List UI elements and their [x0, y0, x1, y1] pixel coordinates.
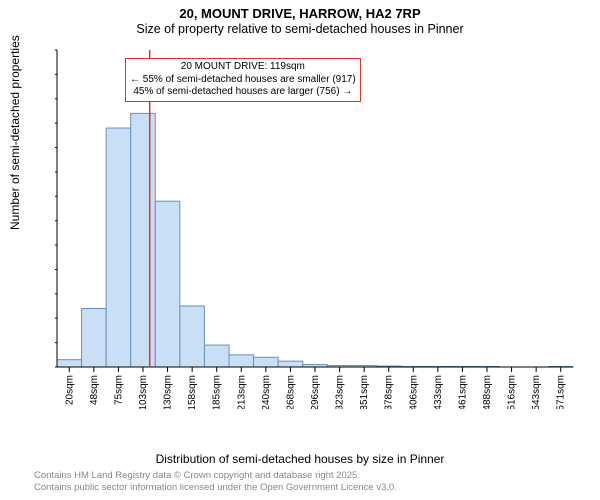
- callout-line3: 45% of semi-detached houses are larger (…: [130, 86, 356, 99]
- footer-attribution: Contains HM Land Registry data © Crown c…: [34, 470, 397, 494]
- chart-area: 0501001502002503003504004505005506006502…: [55, 44, 575, 409]
- x-tick-label: 103sqm: [138, 375, 149, 409]
- x-tick-label: 461sqm: [457, 375, 468, 409]
- x-axis-label: Distribution of semi-detached houses by …: [0, 452, 600, 466]
- x-tick-label: 213sqm: [236, 375, 247, 409]
- x-tick-label: 130sqm: [163, 375, 174, 409]
- histogram-bar: [82, 308, 107, 367]
- footer-line1: Contains HM Land Registry data © Crown c…: [34, 470, 397, 482]
- callout-line1: 20 MOUNT DRIVE: 119sqm: [130, 61, 356, 74]
- chart-title-line1: 20, MOUNT DRIVE, HARROW, HA2 7RP: [0, 6, 600, 21]
- histogram-bar: [278, 361, 303, 367]
- histogram-bar: [57, 360, 82, 367]
- chart-title-block: 20, MOUNT DRIVE, HARROW, HA2 7RP Size of…: [0, 0, 600, 36]
- x-tick-label: 296sqm: [310, 375, 321, 409]
- reference-callout: 20 MOUNT DRIVE: 119sqm ← 55% of semi-det…: [125, 58, 361, 102]
- histogram-bar: [254, 357, 279, 367]
- x-tick-label: 378sqm: [384, 375, 395, 409]
- x-tick-label: 323sqm: [335, 375, 346, 409]
- x-tick-label: 406sqm: [408, 375, 419, 409]
- x-tick-label: 571sqm: [556, 375, 567, 409]
- x-tick-label: 48sqm: [89, 375, 100, 405]
- x-tick-label: 75sqm: [113, 375, 124, 405]
- x-tick-label: 543sqm: [531, 375, 542, 409]
- chart-title-line2: Size of property relative to semi-detach…: [0, 22, 600, 36]
- histogram-bar: [155, 201, 180, 367]
- histogram-bar: [180, 306, 205, 367]
- histogram-bar: [204, 345, 229, 367]
- x-tick-label: 351sqm: [359, 375, 370, 409]
- callout-line2: ← 55% of semi-detached houses are smalle…: [130, 74, 356, 87]
- x-tick-label: 158sqm: [187, 375, 198, 409]
- histogram-bar: [106, 128, 131, 367]
- footer-line2: Contains public sector information licen…: [34, 482, 397, 494]
- x-tick-label: 185sqm: [212, 375, 223, 409]
- x-tick-label: 516sqm: [507, 375, 518, 409]
- y-axis-label: Number of semi-detached properties: [8, 35, 22, 230]
- x-tick-label: 268sqm: [285, 375, 296, 409]
- histogram-bar: [131, 113, 156, 367]
- histogram-bar: [229, 355, 254, 367]
- x-tick-label: 433sqm: [433, 375, 444, 409]
- x-tick-label: 20sqm: [64, 375, 75, 405]
- x-tick-label: 240sqm: [261, 375, 272, 409]
- x-tick-label: 488sqm: [482, 375, 493, 409]
